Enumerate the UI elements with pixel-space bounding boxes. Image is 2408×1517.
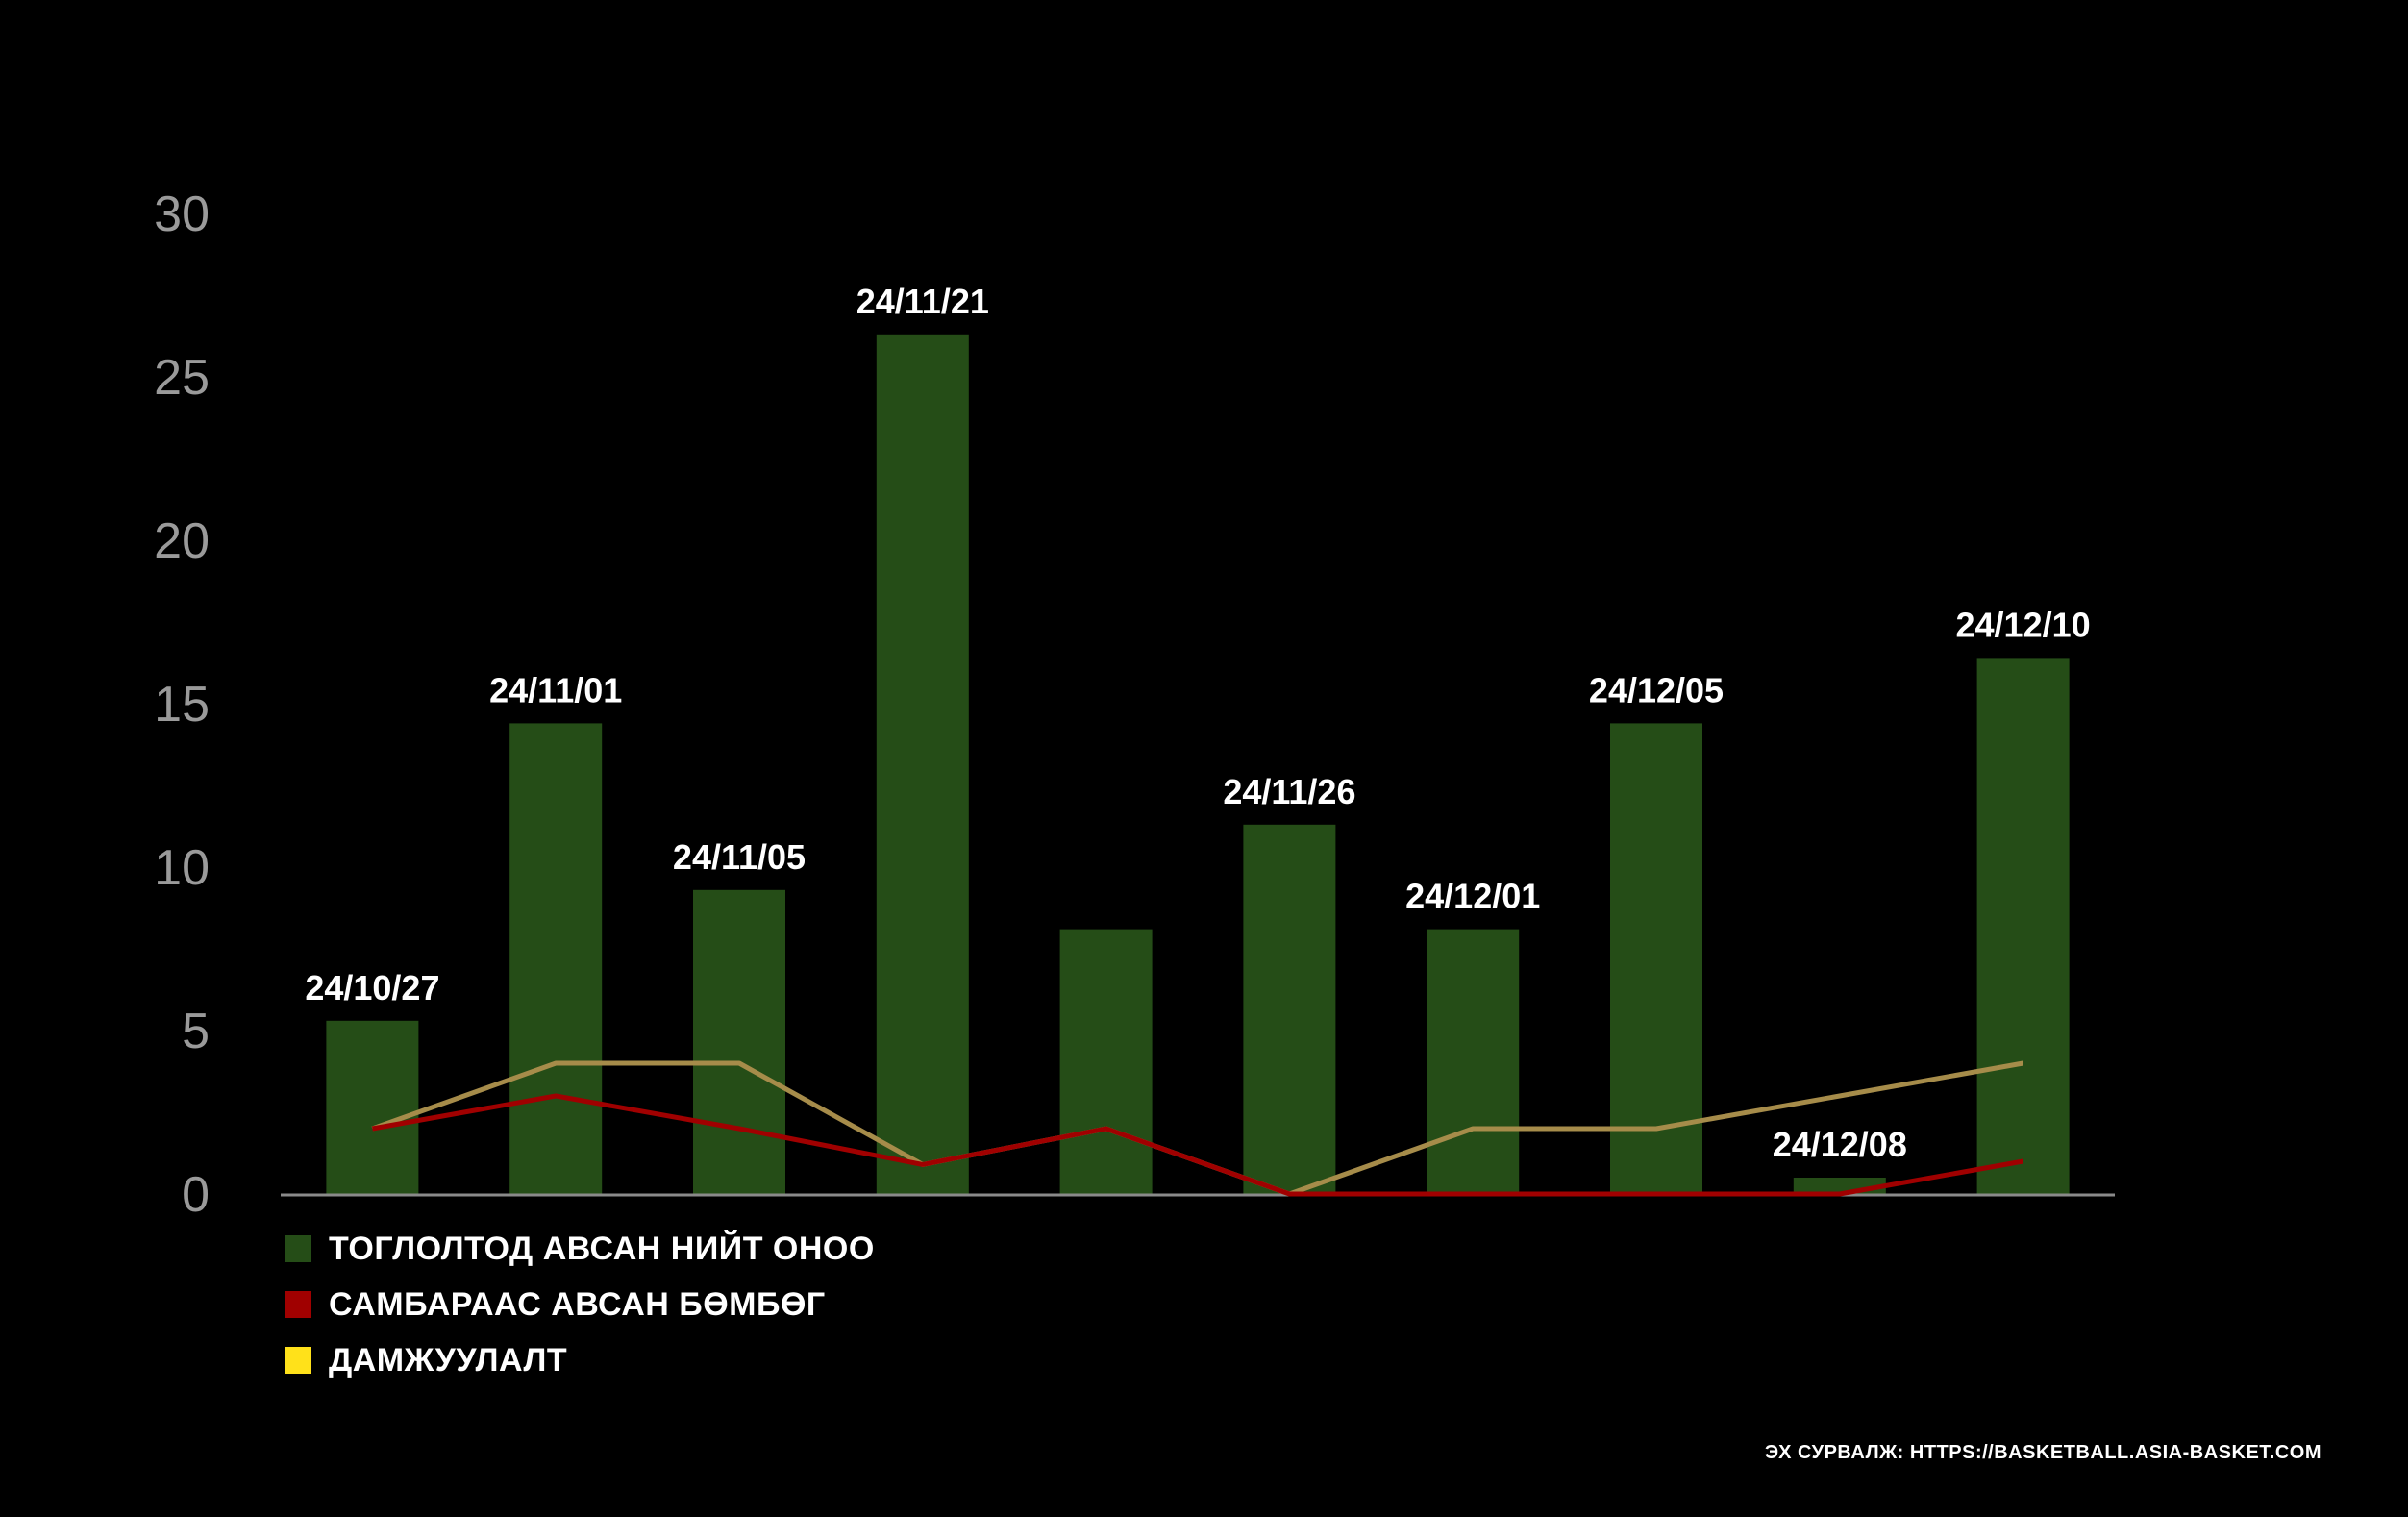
y-tick-label: 15 bbox=[154, 677, 210, 733]
bar-date-label: 24/11/05 bbox=[673, 837, 806, 877]
legend-item-assists: ДАМЖУУЛАЛТ bbox=[285, 1332, 875, 1388]
rebounds-line bbox=[371, 1093, 2024, 1197]
bar-date-labels: 24/10/27 24/11/01 24/11/05 24/11/21 24/11/26… bbox=[305, 282, 2090, 1164]
bar-series bbox=[326, 334, 2070, 1194]
y-tick-label: 30 bbox=[154, 187, 210, 242]
bar-date-label: 24/12/08 bbox=[1773, 1125, 1907, 1164]
line-series bbox=[371, 1060, 2024, 1197]
bar bbox=[509, 723, 603, 1194]
y-tick-label: 10 bbox=[154, 840, 210, 896]
bar-date-label: 24/12/01 bbox=[1405, 877, 1540, 916]
bar bbox=[1059, 929, 1153, 1194]
legend-item-points: ТОГЛОЛТОД АВСАН НИЙТ ОНОО bbox=[285, 1221, 875, 1277]
y-axis-ticks: 0 5 10 15 20 25 30 bbox=[154, 187, 210, 1223]
bar bbox=[326, 1020, 419, 1194]
legend-item-rebounds: САМБАРААС АВСАН БӨМБӨГ bbox=[285, 1277, 875, 1332]
bar bbox=[1610, 723, 1702, 1194]
y-tick-label: 25 bbox=[154, 350, 210, 406]
source-note: ЭХ СУРВАЛЖ: HTTPS://BASKETBALL.ASIA-BASK… bbox=[1764, 1442, 2321, 1463]
bar-date-label: 24/11/21 bbox=[856, 282, 989, 321]
legend-swatch-rebounds bbox=[285, 1291, 311, 1318]
bar-date-label: 24/11/01 bbox=[489, 670, 622, 709]
y-tick-label: 5 bbox=[182, 1004, 210, 1059]
y-tick-label: 0 bbox=[182, 1167, 210, 1223]
bar bbox=[1427, 929, 1520, 1194]
bar-date-label: 24/12/05 bbox=[1589, 670, 1724, 709]
legend: ТОГЛОЛТОД АВСАН НИЙТ ОНОО САМБАРААС АВСА… bbox=[285, 1221, 875, 1388]
y-tick-label: 20 bbox=[154, 513, 210, 569]
bar-date-label: 24/11/26 bbox=[1223, 772, 1355, 811]
legend-swatch-points bbox=[285, 1235, 311, 1262]
bar-date-label: 24/12/10 bbox=[1956, 605, 2091, 644]
bar bbox=[876, 334, 969, 1194]
bar bbox=[693, 889, 785, 1194]
legend-label-rebounds: САМБАРААС АВСАН БӨМБӨГ bbox=[329, 1285, 826, 1323]
bar bbox=[1976, 658, 2070, 1194]
legend-label-assists: ДАМЖУУЛАЛТ bbox=[329, 1341, 568, 1379]
legend-label-points: ТОГЛОЛТОД АВСАН НИЙТ ОНОО bbox=[329, 1230, 875, 1267]
legend-swatch-assists bbox=[285, 1347, 311, 1374]
bar bbox=[1243, 824, 1336, 1194]
bar-date-label: 24/10/27 bbox=[305, 968, 439, 1007]
